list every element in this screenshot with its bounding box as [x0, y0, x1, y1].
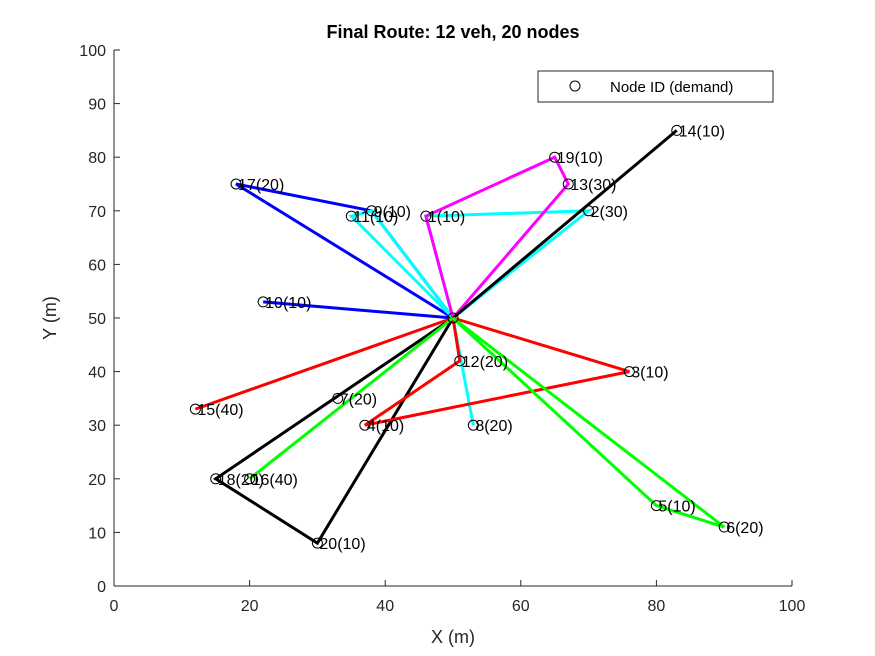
routes [194, 129, 726, 546]
node-marker [366, 205, 378, 217]
node-label: 13(30) [570, 177, 616, 194]
node-marker [332, 392, 344, 404]
x-tick-label: 0 [110, 598, 119, 615]
y-tick-label: 50 [88, 311, 106, 328]
node-marker [549, 151, 561, 163]
x-axis-label: X (m) [431, 627, 475, 647]
node-marker [718, 521, 730, 533]
node-marker [420, 210, 432, 222]
node-label: 20(10) [319, 536, 365, 553]
route-line-8 [212, 316, 455, 546]
node-label: 1(10) [428, 209, 465, 226]
route-line-12 [248, 316, 454, 480]
node-label: 9(10) [374, 204, 411, 221]
node-label: 6(20) [726, 520, 763, 537]
y-tick-label: 40 [88, 365, 106, 382]
x-tick-label: 20 [241, 598, 259, 615]
node-label: 8(20) [475, 418, 512, 435]
y-tick-label: 100 [79, 43, 106, 60]
node-marker [454, 355, 466, 367]
node-label: 11(10) [353, 209, 398, 226]
node-label: 18(20) [218, 472, 264, 489]
chart-title: Final Route: 12 veh, 20 nodes [326, 22, 579, 42]
node-label: 16(40) [252, 472, 298, 489]
node-marker [467, 419, 479, 431]
y-tick-label: 20 [88, 472, 106, 489]
node-label: 19(10) [557, 150, 603, 167]
node-label: 12(20) [462, 354, 508, 371]
node-marker [257, 296, 269, 308]
route-line-9 [194, 316, 454, 411]
node-label: 17(20) [238, 177, 284, 194]
legend-marker [569, 80, 581, 92]
axes: 0 20 40 60 80 100 0 10 20 30 40 50 60 70 80 90 100 [79, 43, 805, 615]
node-labels: 1(10) 2(30) 3(10) 4(10) 5(10) 6(20) 7(20) 8(20)… [197, 123, 763, 553]
route-line-7 [452, 129, 678, 320]
node-marker [345, 210, 357, 222]
node-label: 10(10) [265, 295, 311, 312]
x-ticks: 0 20 40 60 80 100 [110, 580, 806, 615]
y-tick-label: 10 [88, 525, 106, 542]
y-tick-label: 80 [88, 150, 106, 167]
node-marker [671, 124, 683, 136]
node-marker [650, 500, 662, 512]
node-markers [189, 124, 730, 549]
y-axis-label: Y (m) [40, 296, 60, 340]
node-label: 15(40) [197, 402, 243, 419]
y-tick-label: 60 [88, 257, 106, 274]
y-tick-label: 30 [88, 418, 106, 435]
route-line-11 [451, 316, 726, 529]
node-label: 4(10) [367, 418, 404, 435]
y-tick-label: 70 [88, 204, 106, 221]
depot-marker [447, 312, 459, 324]
node-marker [623, 366, 635, 378]
route-line-3 [348, 209, 455, 320]
node-label: 5(10) [658, 499, 695, 516]
x-tick-label: 100 [779, 598, 806, 615]
legend-entry: Node ID (demand) [610, 79, 733, 96]
node-marker [583, 205, 595, 217]
node-marker [230, 178, 242, 190]
node-marker [189, 403, 201, 415]
node-label: 14(10) [679, 123, 725, 140]
legend: Node ID (demand) [537, 70, 774, 103]
node-marker [210, 473, 222, 485]
x-tick-label: 80 [648, 598, 666, 615]
node-label: 3(10) [631, 365, 668, 382]
node-marker [359, 419, 371, 431]
node-label: 7(20) [340, 391, 377, 408]
y-ticks: 0 10 20 30 40 50 60 70 80 90 100 [79, 43, 120, 596]
legend-box [537, 70, 774, 103]
node-marker [562, 178, 574, 190]
route-line-6 [424, 155, 571, 319]
y-tick-label: 0 [97, 579, 106, 596]
x-tick-label: 40 [376, 598, 394, 615]
route-line-2 [263, 300, 454, 320]
y-tick-label: 90 [88, 97, 106, 114]
node-label: 2(30) [591, 204, 628, 221]
node-marker [244, 473, 256, 485]
x-tick-label: 60 [512, 598, 530, 615]
node-marker [311, 537, 323, 549]
route-line-10 [364, 316, 630, 427]
plot-area: 1(10) 2(30) 3(10) 4(10) 5(10) 6(20) 7(20) 8(20)… [189, 123, 764, 553]
